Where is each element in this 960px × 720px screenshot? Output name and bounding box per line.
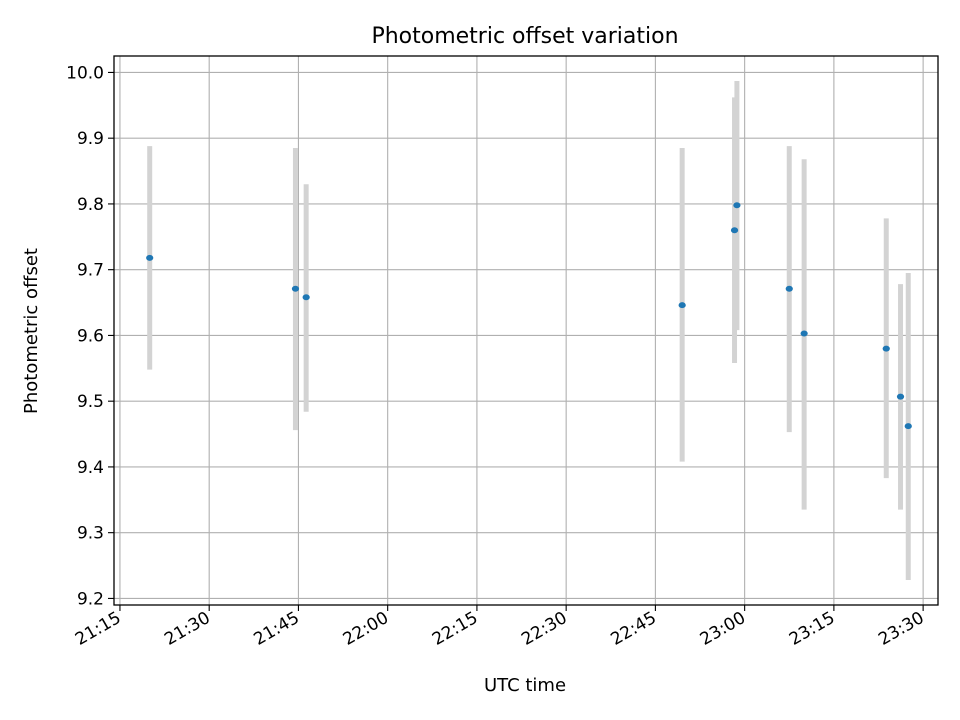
y-tick-label: 9.9 bbox=[77, 129, 104, 149]
data-point bbox=[800, 330, 808, 337]
y-tick-label: 9.6 bbox=[77, 326, 104, 346]
y-tick-label: 9.8 bbox=[77, 195, 104, 215]
y-axis-ticks: 9.2 9.3 9.4 9.5 9.6 9.7 9.8 9.9 10.0 bbox=[66, 63, 114, 609]
data-point bbox=[302, 294, 310, 301]
y-tick-label: 9.5 bbox=[77, 392, 104, 412]
chart-title: Photometric offset variation bbox=[371, 24, 678, 49]
data-point bbox=[730, 227, 739, 234]
data-point bbox=[733, 202, 741, 209]
data-point bbox=[785, 285, 793, 292]
data-point bbox=[882, 345, 890, 352]
data-point bbox=[896, 393, 905, 400]
data-point bbox=[904, 423, 912, 430]
y-axis-title: Photometric offset bbox=[21, 248, 42, 414]
y-tick-label: 9.7 bbox=[77, 261, 104, 281]
y-tick-label: 10.0 bbox=[66, 63, 104, 83]
data-points bbox=[146, 202, 912, 430]
x-axis-title: UTC time bbox=[484, 675, 566, 696]
data-point bbox=[291, 285, 300, 292]
y-tick-label: 9.3 bbox=[77, 524, 104, 544]
y-tick-label: 9.2 bbox=[77, 589, 104, 609]
y-tick-label: 9.4 bbox=[77, 458, 104, 478]
plot-frame bbox=[113, 55, 939, 606]
data-point bbox=[146, 254, 154, 261]
data-point bbox=[678, 302, 686, 309]
grid bbox=[114, 56, 938, 605]
